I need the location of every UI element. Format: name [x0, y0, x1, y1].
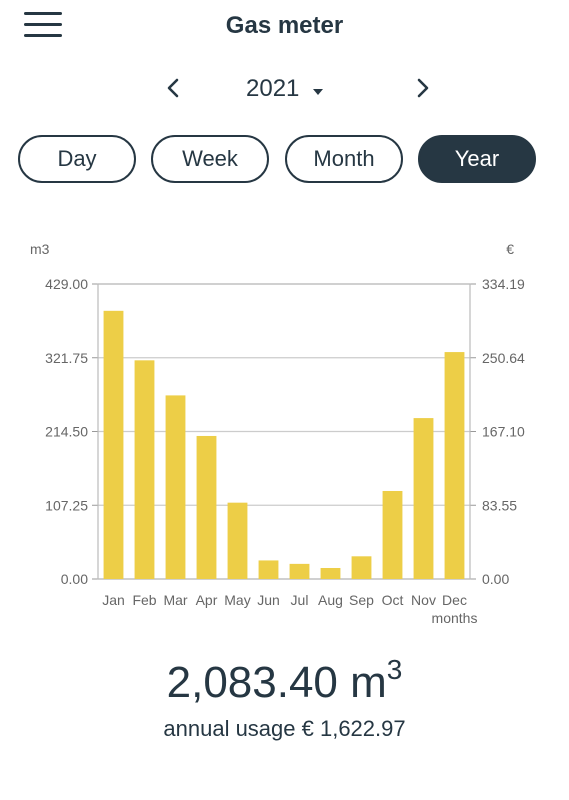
annual-usage-number: 2,083.40 m: [166, 658, 387, 707]
previous-year-button[interactable]: [158, 68, 188, 108]
x-tick-label: Apr: [196, 592, 218, 608]
y-right-tick-label: 0.00: [482, 571, 509, 587]
x-tick-label: Nov: [411, 592, 436, 608]
y-left-unit-label: m3: [30, 241, 50, 257]
plot-border: [97, 283, 471, 580]
x-tick-label: Jul: [291, 592, 309, 608]
app-header: Gas meter: [0, 0, 569, 56]
hamburger-menu-icon[interactable]: [24, 12, 64, 40]
selected-year: 2021: [246, 75, 300, 102]
page-title: Gas meter: [225, 12, 344, 39]
bar-oct: [382, 490, 403, 579]
y-right-tick-label: 250.64: [482, 350, 525, 366]
y-left-tick-label: 107.25: [45, 497, 88, 513]
y-right-tick-label: 334.19: [482, 276, 525, 292]
bar-sep: [351, 556, 372, 579]
bar-may: [227, 502, 248, 579]
x-tick-label: Feb: [132, 592, 156, 608]
year-navigator: 2021: [0, 68, 569, 108]
x-tick-label: Mar: [163, 592, 187, 608]
x-tick-label: Dec: [442, 592, 467, 608]
bar-jun: [258, 560, 279, 579]
bar-feb: [134, 360, 155, 579]
usage-chart: m3 €0.00 0.00 107.25 83.55 214.50 167.10 321.75…: [0, 230, 569, 640]
tab-week[interactable]: Week: [151, 135, 269, 183]
next-year-button[interactable]: [408, 68, 438, 108]
bar-apr: [196, 435, 217, 579]
bar-jul: [289, 563, 310, 579]
bar-dec: [444, 352, 465, 579]
chevron-left-icon: [167, 78, 179, 98]
tab-day[interactable]: Day: [18, 135, 136, 183]
x-tick-label: Sep: [349, 592, 374, 608]
bar-nov: [413, 418, 434, 579]
y-right-tick-label: 83.55: [482, 497, 517, 513]
tab-year[interactable]: Year: [418, 135, 536, 183]
x-axis-label: months: [432, 610, 478, 626]
year-dropdown[interactable]: 2021: [232, 72, 332, 104]
y-right-unit-label: €: [506, 241, 514, 257]
caret-down-icon: [313, 89, 323, 95]
usage-chart-svg: m3 €0.00 0.00 107.25 83.55 214.50 167.10 321.75…: [30, 241, 525, 626]
annual-usage-cost: annual usage € 1,622.97: [163, 716, 406, 741]
tab-month[interactable]: Month: [285, 135, 403, 183]
bar-mar: [165, 395, 186, 579]
bar-aug: [320, 567, 341, 579]
x-tick-label: Oct: [382, 592, 404, 608]
x-tick-label: Jan: [102, 592, 125, 608]
annual-usage-unit-superscript: 3: [386, 654, 403, 685]
y-left-tick-label: 429.00: [45, 276, 88, 292]
y-right-tick-label: 167.10: [482, 424, 525, 440]
period-tabs: Day Week Month Year: [0, 135, 569, 187]
y-left-tick-label: 321.75: [45, 350, 88, 366]
chevron-right-icon: [417, 78, 429, 98]
bar-jan: [103, 310, 124, 579]
y-left-tick-label: 0.00: [61, 571, 88, 587]
x-tick-label: Aug: [318, 592, 343, 608]
x-tick-label: May: [224, 592, 250, 608]
x-tick-label: Jun: [257, 592, 280, 608]
y-left-tick-label: 214.50: [45, 424, 88, 440]
annual-usage-value: 2,083.40 m3: [0, 654, 569, 708]
